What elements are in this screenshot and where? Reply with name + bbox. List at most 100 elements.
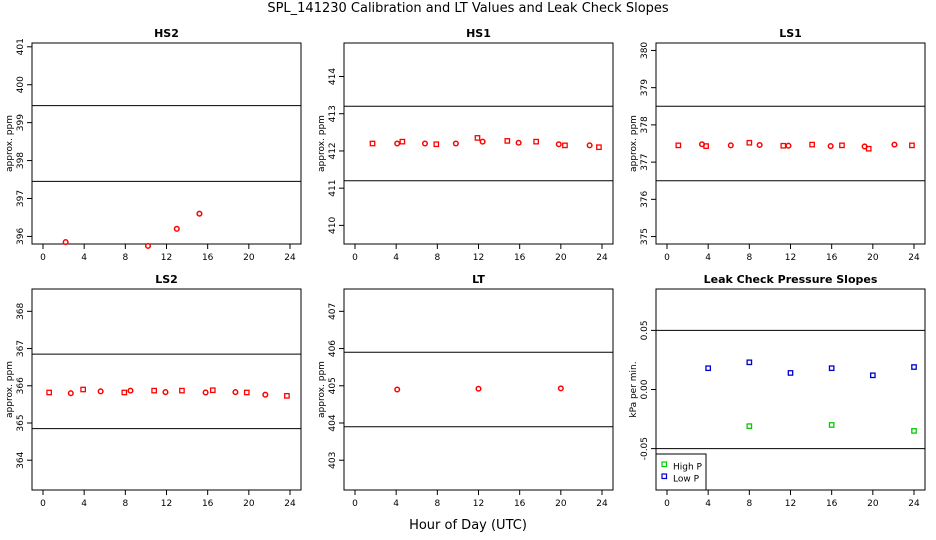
x-tick-label: 12 xyxy=(473,499,484,509)
y-tick-label: 400 xyxy=(16,76,26,93)
x-tick-label: 16 xyxy=(514,253,526,263)
x-tick-label: 16 xyxy=(514,499,526,509)
data-point xyxy=(67,390,74,397)
x-tick-label: 12 xyxy=(785,253,796,263)
y-tick-label: 405 xyxy=(328,377,338,394)
x-tick-label: 0 xyxy=(40,499,46,509)
x-tick-label: 12 xyxy=(161,253,172,263)
y-tick-label: 368 xyxy=(16,302,26,319)
data-point xyxy=(787,370,794,376)
y-tick-label: 414 xyxy=(328,68,338,85)
x-tick-label: 0 xyxy=(664,253,670,263)
x-tick-label: 20 xyxy=(867,499,879,509)
data-point xyxy=(746,139,753,146)
data-point xyxy=(475,385,482,392)
data-point xyxy=(727,142,734,149)
x-tick-label: 24 xyxy=(908,499,920,509)
data-point xyxy=(173,225,180,232)
legend-marker xyxy=(661,461,668,468)
x-tick-label: 0 xyxy=(40,253,46,263)
chart-panel-4: LT approx. ppm 0 4 8 12 16 20 24 403 404 405 406 407 xyxy=(317,273,614,509)
x-tick-label: 8 xyxy=(434,499,440,509)
chart-panel-2: LS1 approx. ppm 0 4 8 12 16 20 24 375 376 377 378 379… xyxy=(629,27,926,263)
data-point xyxy=(196,210,203,217)
x-tick-label: 0 xyxy=(664,499,670,509)
x-tick-label: 0 xyxy=(352,253,358,263)
panel-title: Leak Check Pressure Slopes xyxy=(704,273,878,286)
data-point xyxy=(562,142,568,149)
x-tick-label: 4 xyxy=(393,253,399,263)
data-point xyxy=(474,135,481,141)
x-tick-label: 4 xyxy=(81,253,87,263)
x-tick-label: 4 xyxy=(393,499,399,509)
x-tick-label: 8 xyxy=(434,253,440,263)
data-point xyxy=(369,140,376,147)
data-point xyxy=(596,144,602,151)
x-tick-label: 24 xyxy=(284,253,296,263)
data-point xyxy=(121,389,128,396)
x-tick-label: 12 xyxy=(161,499,172,509)
y-tick-label: 367 xyxy=(16,340,26,357)
data-point xyxy=(433,141,440,148)
x-tick-label: 20 xyxy=(555,253,567,263)
data-point xyxy=(97,388,104,395)
y-tick-label: -0.05 xyxy=(640,437,650,460)
chart-panel-5: Leak Check Pressure Slopes kPa per min. 0 4… xyxy=(629,273,926,509)
x-axis-title: Hour of Day (UTC) xyxy=(409,518,527,533)
x-tick-label: 20 xyxy=(243,253,255,263)
legend-label: High P xyxy=(673,463,703,473)
y-tick-label: 379 xyxy=(640,79,650,96)
legend-box xyxy=(655,453,707,491)
y-tick-label: 366 xyxy=(16,377,26,394)
x-tick-label: 12 xyxy=(785,499,796,509)
data-point xyxy=(479,138,486,145)
y-tick-label: 411 xyxy=(328,180,338,197)
data-point xyxy=(869,372,876,379)
data-point xyxy=(555,141,562,148)
chart-panel-0: HS2 approx. ppm 0 4 8 12 16 20 24 396 397 398 399 400… xyxy=(5,27,302,263)
data-point xyxy=(202,389,209,396)
y-tick-label: 410 xyxy=(328,217,338,234)
data-point xyxy=(421,140,429,147)
y-tick-label: 375 xyxy=(640,228,650,245)
data-point xyxy=(828,422,835,428)
data-point xyxy=(828,365,835,372)
y-tick-label: 0.00 xyxy=(640,379,650,399)
data-point xyxy=(746,359,753,366)
y-tick-label: 412 xyxy=(328,142,338,159)
data-point xyxy=(284,392,290,399)
data-point xyxy=(144,242,152,249)
plot-frame xyxy=(31,42,302,245)
data-point xyxy=(162,389,169,396)
data-point xyxy=(515,139,522,146)
data-point xyxy=(80,386,86,393)
data-point xyxy=(675,142,682,149)
x-tick-label: 8 xyxy=(122,499,128,509)
data-point xyxy=(827,143,834,150)
y-tick-label: 406 xyxy=(328,340,338,357)
data-point xyxy=(780,142,787,149)
y-tick-label: 364 xyxy=(16,451,26,468)
y-tick-label: 407 xyxy=(328,303,338,320)
x-tick-label: 20 xyxy=(555,499,567,509)
data-point xyxy=(399,138,406,145)
data-point xyxy=(394,386,401,393)
x-tick-label: 16 xyxy=(202,499,214,509)
y-tick-label: 399 xyxy=(16,114,26,131)
data-point xyxy=(209,387,216,394)
panel-title: HS1 xyxy=(466,27,491,40)
y-tick-label: 403 xyxy=(328,452,338,469)
panel-title: LS2 xyxy=(155,273,178,286)
y-axis-label: kPa per min. xyxy=(629,361,639,417)
y-tick-label: 0.05 xyxy=(640,320,650,340)
x-tick-label: 4 xyxy=(705,499,711,509)
data-point xyxy=(452,140,459,147)
x-tick-label: 12 xyxy=(473,253,484,263)
data-point xyxy=(865,145,872,152)
data-point xyxy=(911,428,917,434)
y-tick-label: 365 xyxy=(16,414,26,431)
chart-panel-1: HS1 approx. ppm 0 4 8 12 16 20 24 410 411 412 413 414 xyxy=(317,27,614,263)
data-point xyxy=(243,389,250,396)
y-axis-label: approx. ppm xyxy=(5,361,15,418)
x-tick-label: 24 xyxy=(596,253,608,263)
